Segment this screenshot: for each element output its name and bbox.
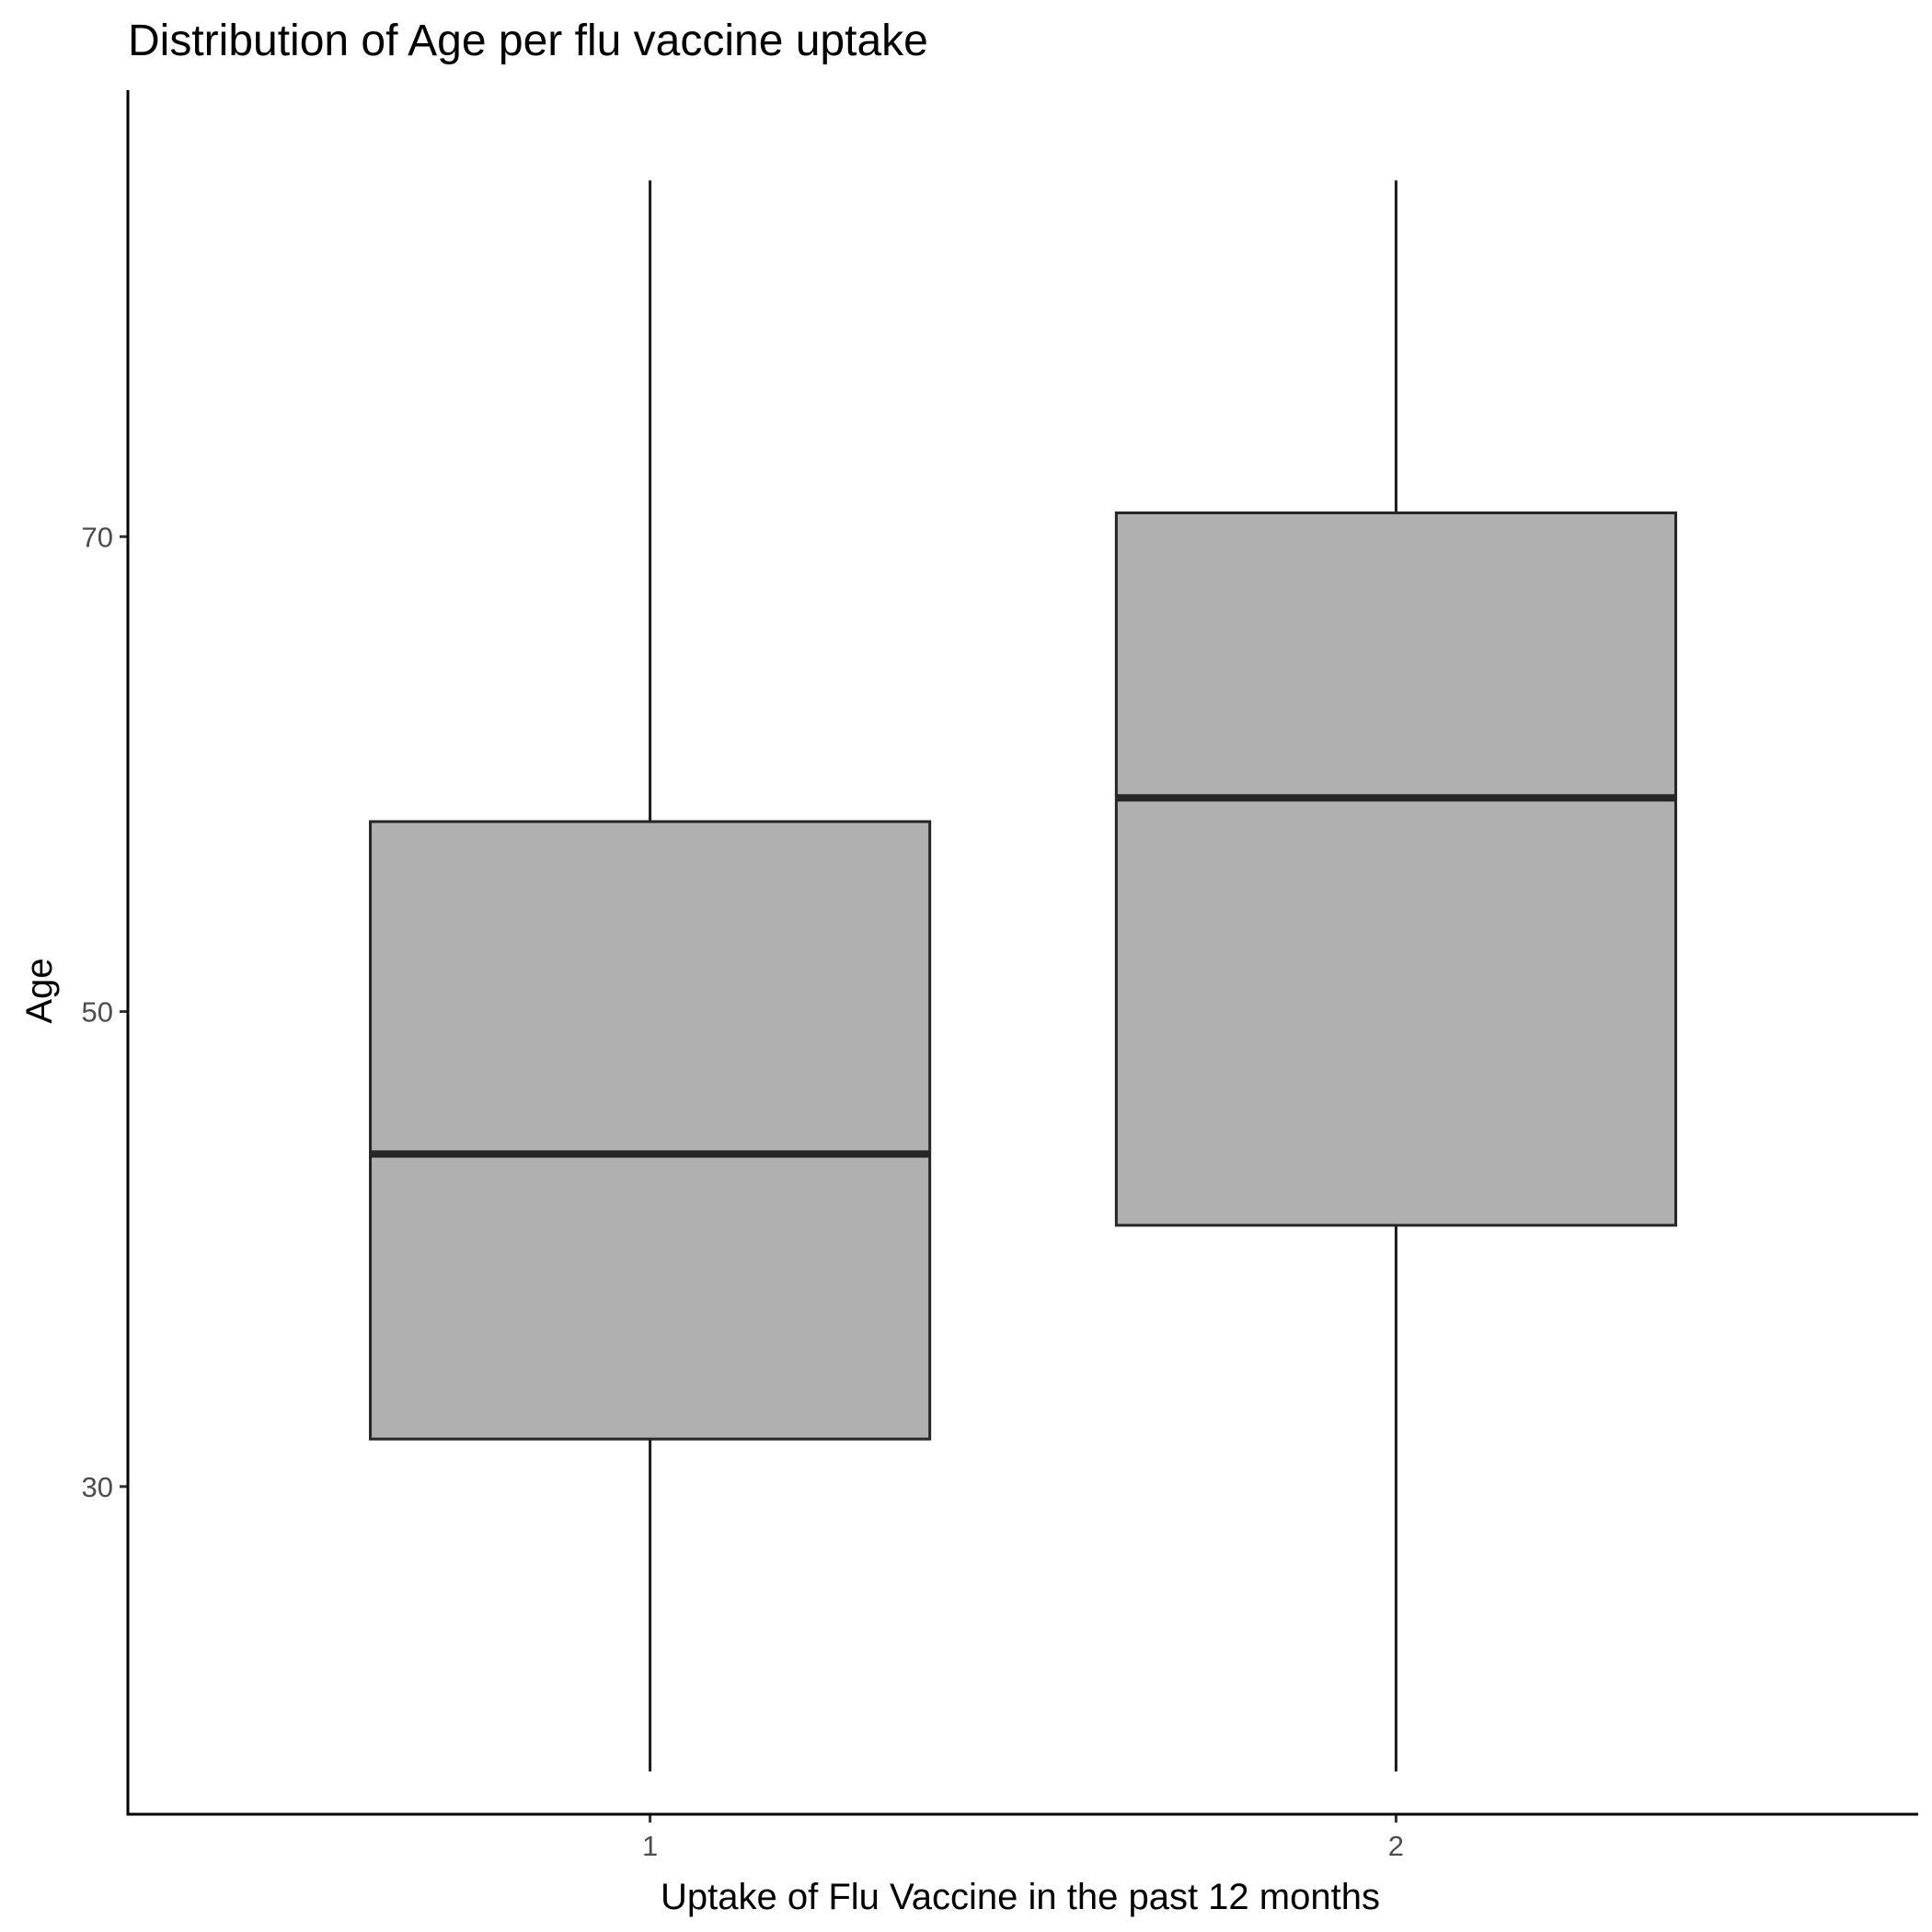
y-tick-label: 50	[82, 996, 113, 1029]
chart-title: Distribution of Age per flu vaccine upta…	[128, 17, 928, 65]
box-group-1	[371, 180, 930, 1771]
box-group-2	[1116, 180, 1675, 1771]
y-axis-label: Age	[19, 958, 60, 1023]
y-tick-label: 30	[82, 1471, 113, 1503]
iqr-box	[1116, 512, 1675, 1225]
x-tick-label: 2	[1388, 1830, 1404, 1862]
y-tick-label: 70	[82, 521, 113, 553]
iqr-box	[371, 822, 930, 1439]
y-axis-ticks: 30 50 70	[82, 521, 128, 1503]
plot-area	[371, 180, 1676, 1771]
x-axis-label: Uptake of Flu Vaccine in the past 12 mon…	[661, 1877, 1380, 1917]
x-tick-label: 1	[642, 1830, 658, 1862]
